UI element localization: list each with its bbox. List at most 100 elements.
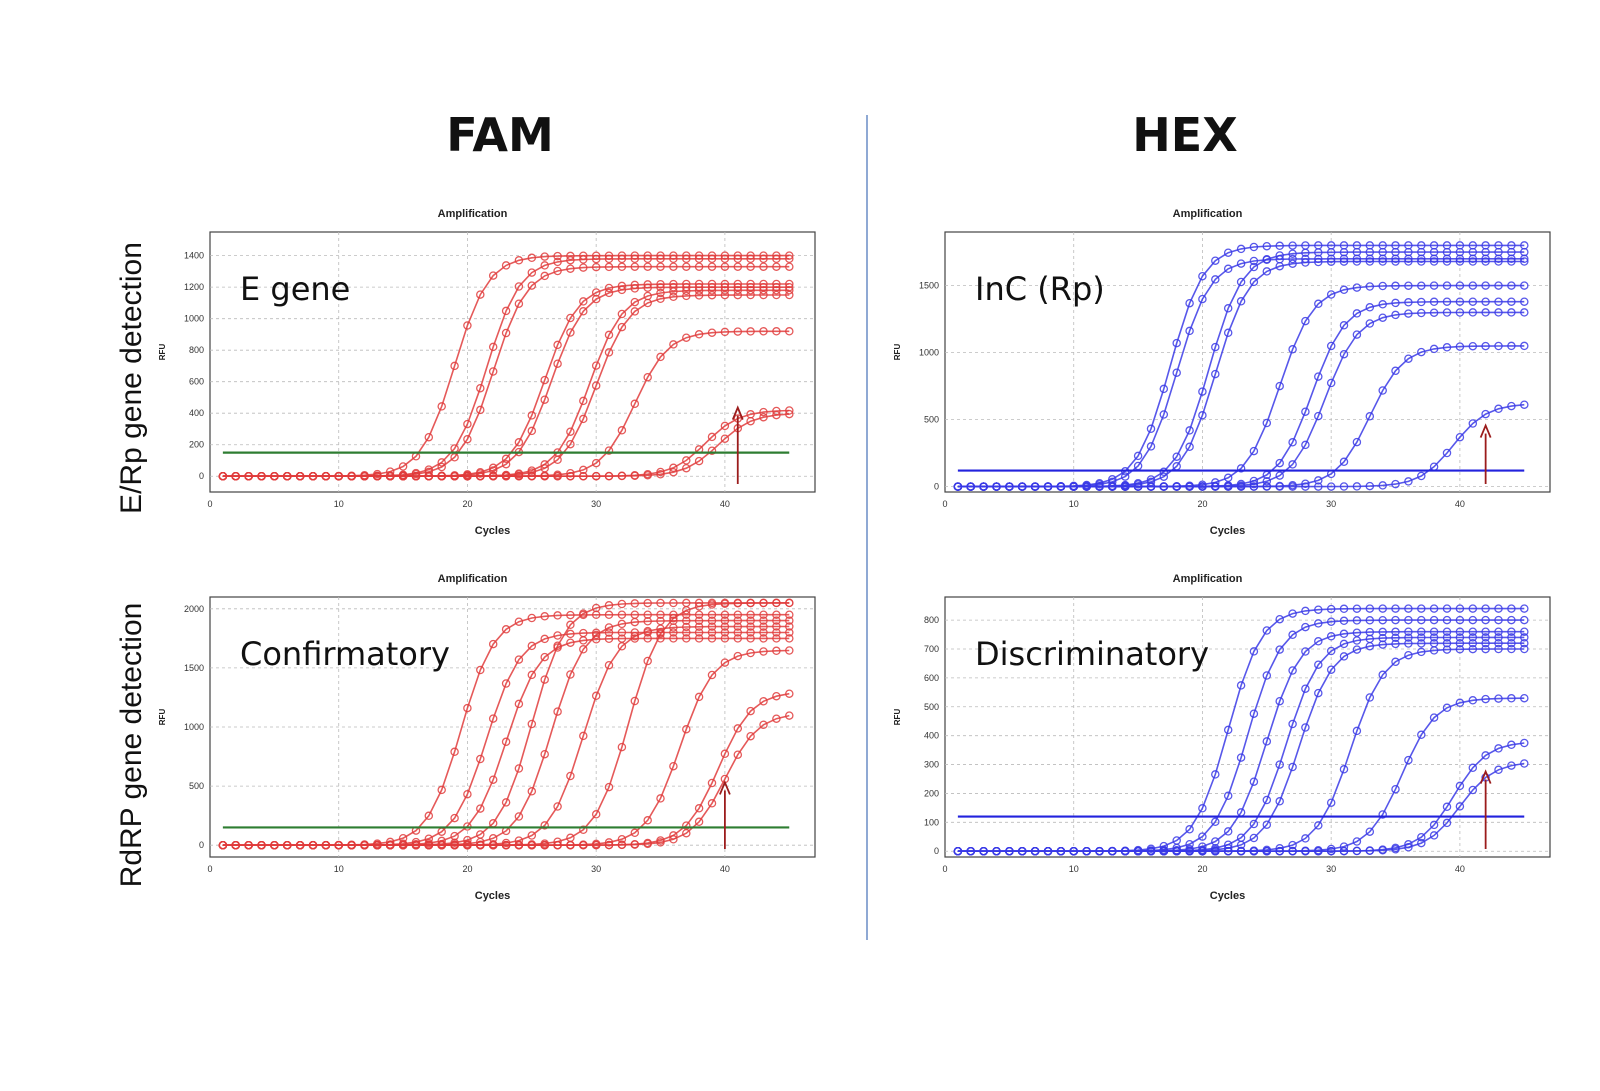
y-tick-label: 500 xyxy=(924,702,939,712)
data-point xyxy=(1494,633,1503,642)
data-point xyxy=(1288,438,1297,447)
data-point xyxy=(785,628,794,637)
data-point xyxy=(540,749,549,759)
data-point xyxy=(1275,241,1284,251)
data-point xyxy=(1275,846,1284,856)
data-point xyxy=(463,321,472,330)
data-point xyxy=(1391,479,1400,489)
x-tick-label: 0 xyxy=(207,499,212,509)
data-point xyxy=(1455,297,1465,306)
data-point xyxy=(1185,442,1194,452)
data-point xyxy=(759,254,768,264)
data-point xyxy=(579,307,588,316)
data-point xyxy=(604,840,614,850)
data-point xyxy=(553,266,562,276)
data-point xyxy=(643,617,652,626)
data-point xyxy=(540,252,549,261)
data-point xyxy=(1365,481,1375,491)
data-point xyxy=(1339,257,1349,266)
data-point xyxy=(1417,257,1426,266)
data-point xyxy=(1442,297,1452,306)
data-point xyxy=(604,262,614,272)
data-point xyxy=(733,634,743,643)
data-point xyxy=(1442,703,1452,713)
data-point xyxy=(463,471,472,481)
y-axis-label: RFU xyxy=(893,344,902,361)
data-point xyxy=(1352,645,1362,654)
data-point xyxy=(579,396,588,406)
data-point xyxy=(1301,723,1310,732)
data-point xyxy=(1146,846,1156,856)
data-point xyxy=(501,625,511,634)
data-point xyxy=(579,471,588,481)
data-point xyxy=(591,810,601,819)
data-point xyxy=(1326,482,1336,491)
data-point xyxy=(1082,482,1091,491)
data-point xyxy=(1481,308,1490,317)
data-point xyxy=(759,616,768,625)
data-point xyxy=(1429,297,1439,307)
data-point xyxy=(1520,604,1529,613)
data-point xyxy=(1417,297,1426,307)
data-point xyxy=(1442,257,1452,266)
data-point xyxy=(476,840,485,850)
data-point xyxy=(1520,693,1529,703)
data-point xyxy=(579,825,588,835)
data-point xyxy=(1198,411,1207,420)
data-point xyxy=(707,628,717,637)
data-point xyxy=(1507,633,1516,642)
data-point xyxy=(1404,298,1413,307)
data-point xyxy=(785,327,794,336)
data-point xyxy=(643,262,652,271)
data-point xyxy=(1236,753,1246,762)
data-point xyxy=(694,330,704,339)
data-point xyxy=(1275,696,1284,706)
data-point xyxy=(1494,297,1503,306)
data-point xyxy=(1494,627,1503,636)
data-point xyxy=(488,367,498,376)
data-point xyxy=(1417,471,1426,481)
data-point xyxy=(591,294,601,304)
data-point xyxy=(1404,633,1413,642)
data-point xyxy=(1326,378,1336,388)
data-point xyxy=(437,402,446,411)
arrow-head xyxy=(719,780,731,795)
data-point xyxy=(1211,770,1220,779)
data-point xyxy=(1520,644,1529,654)
data-point xyxy=(1236,244,1246,254)
data-point xyxy=(694,291,704,300)
data-point xyxy=(1198,846,1207,856)
data-point xyxy=(527,670,537,680)
data-point xyxy=(1468,604,1478,613)
data-point xyxy=(707,432,717,442)
data-point xyxy=(527,831,537,840)
data-point xyxy=(707,290,717,300)
data-point xyxy=(682,616,691,625)
data-point xyxy=(501,679,511,688)
data-point xyxy=(1429,633,1439,642)
data-point xyxy=(1507,740,1516,750)
x-tick-label: 30 xyxy=(591,499,601,509)
data-point xyxy=(1417,615,1426,625)
data-point xyxy=(1429,247,1439,257)
data-point xyxy=(1236,846,1246,856)
data-point xyxy=(759,634,768,643)
data-point xyxy=(1417,633,1426,642)
data-point xyxy=(643,816,652,825)
data-point xyxy=(746,622,755,631)
data-point xyxy=(746,731,755,741)
x-tick-label: 10 xyxy=(1069,864,1079,874)
data-point xyxy=(1172,368,1181,377)
data-point xyxy=(553,251,562,261)
data-point xyxy=(1262,267,1272,276)
data-point xyxy=(1494,341,1503,351)
data-point xyxy=(1429,646,1439,655)
data-point xyxy=(1275,797,1284,806)
data-point xyxy=(1468,297,1478,306)
data-point xyxy=(514,764,524,773)
data-point xyxy=(579,636,588,645)
data-point xyxy=(669,467,678,477)
data-point xyxy=(1417,308,1426,318)
data-point xyxy=(733,622,743,631)
data-point xyxy=(1339,629,1349,639)
